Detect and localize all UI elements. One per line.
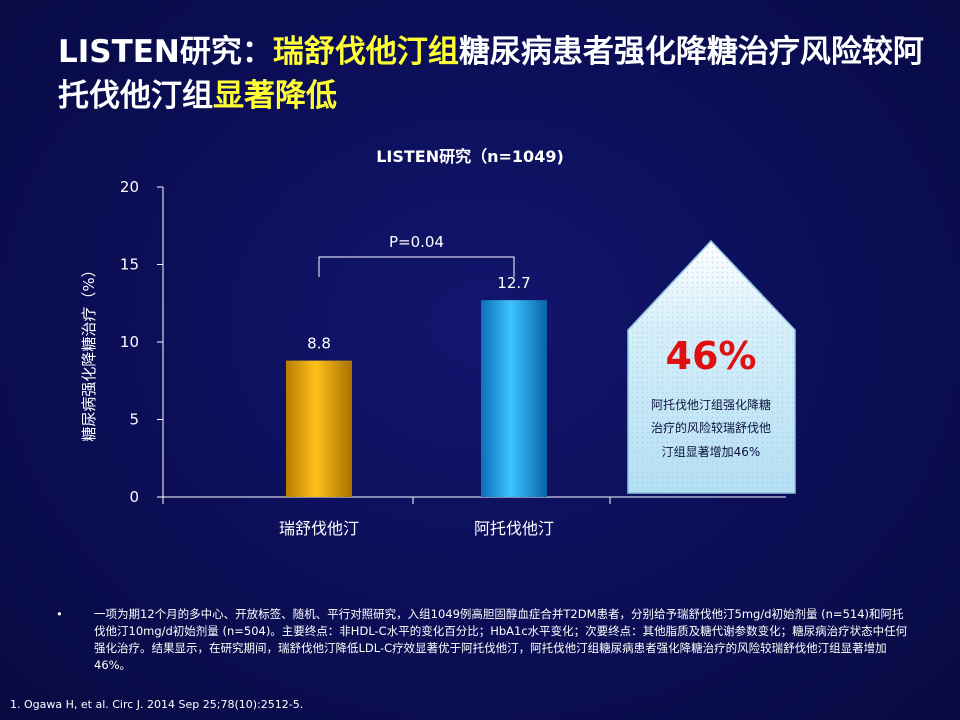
- reference-citation: 1. Ogawa H, et al. Circ J. 2014 Sep 25;7…: [10, 698, 304, 711]
- y-axis-label: 糖尿病强化降糖治疗（%）: [80, 262, 98, 441]
- bar-1: [286, 360, 352, 497]
- chart-title: LISTEN研究（n=1049): [376, 147, 564, 166]
- category-labels: 瑞舒伐他汀 阿托伐他汀: [279, 519, 554, 538]
- bar-chart: LISTEN研究（n=1049) 0 5 10 15 20 糖尿病强化降糖治疗（%） 8…: [80, 147, 796, 538]
- y-tick-label: 15: [120, 256, 139, 274]
- bar-value-label-2: 12.7: [497, 274, 530, 292]
- y-tick-label: 20: [120, 178, 139, 196]
- study-footnote: • 一项为期12个月的多中心、开放标签、随机、平行对照研究，入组1049例高胆固…: [56, 606, 910, 674]
- callout-line-2: 治疗的风险较瑞舒伐他: [651, 420, 771, 435]
- callout-house: 46% 阿托伐他汀组强化降糖 治疗的风险较瑞舒伐他 汀组显著增加46%: [627, 239, 796, 494]
- slide-title: LISTEN研究：瑞舒伐他汀组糖尿病患者强化降糖治疗风险较阿托伐他汀组显著降低: [58, 30, 938, 118]
- callout-line-1: 阿托伐他汀组强化降糖: [651, 397, 771, 412]
- bracket-line: [318, 256, 515, 277]
- title-part-1: LISTEN研究：: [58, 34, 273, 70]
- footnote-text: 一项为期12个月的多中心、开放标签、随机、平行对照研究，入组1049例高胆固醇血…: [94, 607, 908, 672]
- y-tick-label: 0: [129, 488, 139, 506]
- p-value-label: P=0.04: [389, 233, 444, 251]
- title-part-3: 糖尿病患者强化降糖治疗风险较阿托伐他汀组: [58, 34, 924, 114]
- category-label-2: 阿托伐他汀: [474, 519, 554, 538]
- y-ticks: 0 5 10 15 20: [120, 178, 163, 506]
- bar-2: [481, 300, 547, 497]
- bar-value-label-1: 8.8: [307, 335, 331, 353]
- significance-bracket: P=0.04: [318, 233, 515, 277]
- title-highlight-1: 瑞舒伐他汀组: [272, 34, 459, 70]
- title-highlight-2: 显著降低: [213, 78, 337, 114]
- y-tick-label: 10: [120, 333, 139, 351]
- bars: [286, 300, 547, 497]
- callout-line-3: 汀组显著增加46%: [662, 445, 761, 459]
- bar-labels: 8.8 12.7: [307, 274, 531, 352]
- y-tick-label: 5: [129, 411, 139, 429]
- category-label-1: 瑞舒伐他汀: [279, 519, 359, 538]
- callout-percent: 46%: [666, 334, 757, 378]
- footnote-bullet: •: [56, 607, 63, 621]
- house-texture: [628, 241, 795, 493]
